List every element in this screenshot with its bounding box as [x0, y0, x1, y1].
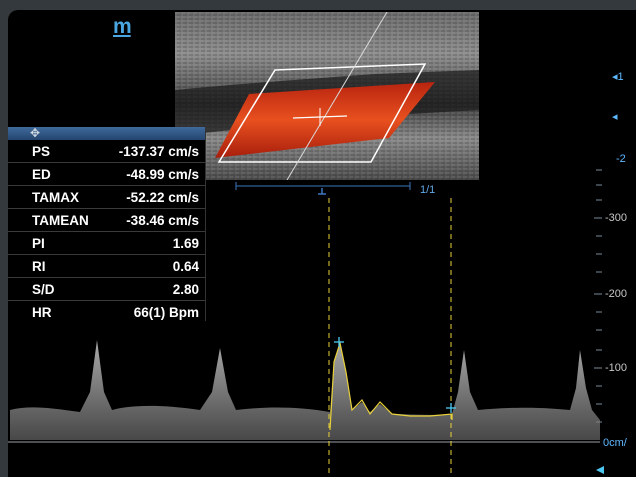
- measurement-row: TAMAX -52.22 cm/s: [8, 186, 205, 209]
- color-doppler-image[interactable]: [175, 12, 479, 180]
- velocity-tick-label: -300: [605, 212, 628, 224]
- peak-systolic-marker: [334, 337, 344, 347]
- measurement-label: ED: [32, 166, 51, 182]
- end-diastolic-marker: [446, 403, 456, 413]
- measurement-label: PI: [32, 235, 45, 251]
- measurement-row: HR 66(1) Bpm: [8, 301, 205, 323]
- triangle-left-icon: ◂: [612, 71, 618, 83]
- measurement-panel[interactable]: ✥ PS -137.37 cm/s ED -48.99 cm/s TAMAX -52.…: [8, 126, 206, 323]
- doppler-cursor-line: [286, 12, 388, 180]
- measurement-value: -137.37 cm/s: [118, 143, 199, 159]
- manufacturer-logo: m: [113, 15, 132, 38]
- measurement-label: HR: [32, 304, 52, 320]
- doppler-flow-region: [215, 82, 435, 158]
- measurement-value: 66(1) Bpm: [133, 304, 199, 320]
- measurement-label: TAMAX: [32, 189, 79, 205]
- measurement-label: TAMEAN: [32, 212, 89, 228]
- measurement-value: -38.46 cm/s: [126, 212, 199, 228]
- measurement-label: PS: [32, 143, 51, 159]
- measurement-row: PS -137.37 cm/s: [8, 140, 205, 163]
- move-cursor-icon[interactable]: ✥: [30, 126, 41, 140]
- velocity-baseline-label: 0cm/: [603, 437, 627, 449]
- measurement-panel-header[interactable]: ✥: [8, 126, 205, 140]
- tamax-envelope: [329, 340, 453, 431]
- measurement-value: -52.22 cm/s: [126, 189, 199, 205]
- measurement-value: 0.64: [172, 258, 199, 274]
- triangle-left-icon: ◂: [612, 111, 618, 123]
- measurement-row: PI 1.69: [8, 232, 205, 255]
- measurement-row: RI 0.64: [8, 255, 205, 278]
- spectral-waveform: [10, 340, 600, 440]
- measurement-value: 1.69: [172, 235, 199, 251]
- measurement-row: ED -48.99 cm/s: [8, 163, 205, 186]
- measurement-label: RI: [32, 258, 46, 274]
- measurement-value: 2.80: [172, 281, 199, 297]
- measurement-value: -48.99 cm/s: [126, 166, 199, 182]
- depth-marker-focus[interactable]: ◂: [612, 110, 618, 123]
- measurement-label: S/D: [32, 281, 55, 297]
- measurement-row: TAMEAN -38.46 cm/s: [8, 209, 205, 232]
- page-indicator: 1/1: [420, 184, 436, 196]
- velocity-tick-label: -100: [605, 362, 628, 374]
- depth-marker-1[interactable]: ◂1: [612, 71, 624, 83]
- velocity-tick-label: -200: [605, 288, 628, 300]
- measurement-row: S/D 2.80: [8, 278, 205, 301]
- color-box: [217, 63, 427, 163]
- depth-marker-2: -2: [616, 153, 626, 165]
